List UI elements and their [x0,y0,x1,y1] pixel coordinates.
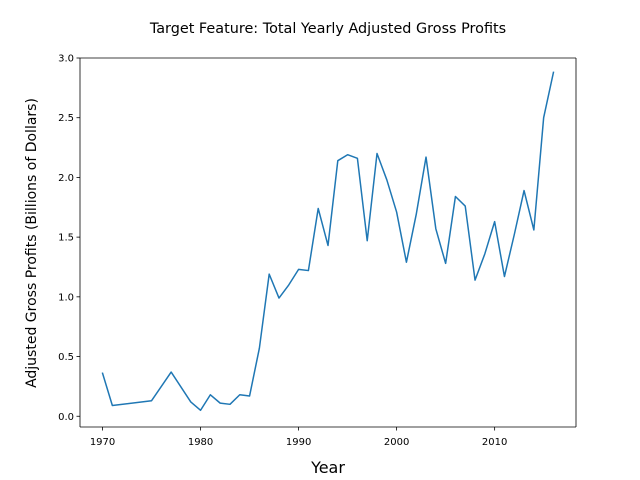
x-tick-label: 2000 [384,437,409,448]
x-tick-label: 1990 [286,437,311,448]
plot-area [101,71,555,412]
y-axis-label: Adjusted Gross Profits (Billions of Doll… [24,98,40,388]
chart-title: Target Feature: Total Yearly Adjusted Gr… [149,21,506,37]
y-tick-label: 1.0 [58,292,74,303]
y-tick-label: 2.0 [58,173,74,184]
y-tick-label: 0.5 [58,352,74,363]
y-tick-label: 0.0 [58,412,74,423]
series-line-0 [101,71,555,412]
y-tick-label: 3.0 [58,54,74,65]
axes: 1970 1980 1990 2000 2010 0.0 0.5 1.0 1.5 2.0 2.5 3.… [58,54,577,448]
x-tick-label: 1970 [90,437,115,448]
x-tick-label: 1980 [188,437,213,448]
y-tick-label: 2.5 [58,113,74,124]
x-axis-label: Year [310,458,345,477]
y-tick-label: 1.5 [58,233,74,244]
x-tick-label: 2010 [482,437,507,448]
